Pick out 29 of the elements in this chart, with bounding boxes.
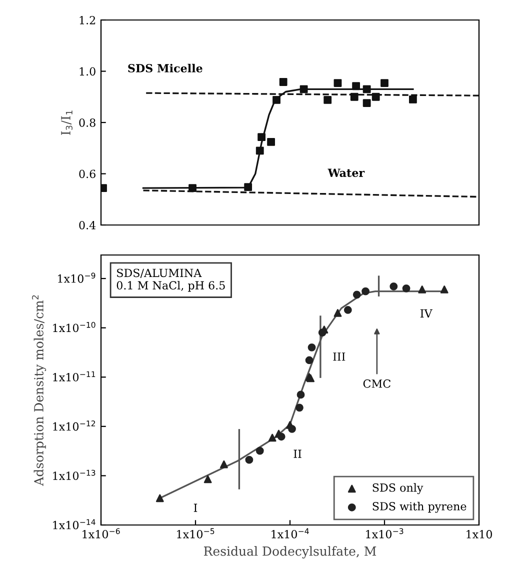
annotation: IV bbox=[420, 309, 432, 318]
y-tick-label: 0.4 bbox=[79, 220, 96, 230]
x-tick-label: 1x10$^{−3}$ bbox=[366, 528, 404, 538]
x-axis-title: Residual Dodecylsulfate, M bbox=[204, 546, 376, 558]
y-axis-title: Adsorption Density moles/cm$^{2}$ bbox=[32, 295, 46, 486]
y-tick-label: 0.6 bbox=[79, 170, 96, 178]
annotation: I bbox=[194, 504, 198, 512]
annotation: III bbox=[333, 352, 346, 361]
y-tick-label: 1x10$^{−11}$ bbox=[53, 371, 96, 382]
y-tick-label: 1.2 bbox=[80, 16, 96, 24]
x-tick-label: 1x10$^{−6}$ bbox=[82, 528, 120, 538]
y-tick-label: 0.8 bbox=[79, 118, 96, 127]
y-tick-label: 1x10$^{−10}$ bbox=[53, 322, 96, 332]
x-tick-label: 1x10 bbox=[466, 530, 492, 538]
annotation: CMC bbox=[363, 379, 390, 388]
x-tick-label: 1x10$^{−5}$ bbox=[177, 528, 214, 538]
y-tick-label: 1x10$^{−9}$ bbox=[58, 272, 96, 283]
annotation: II bbox=[294, 450, 302, 458]
annotation: Water bbox=[328, 168, 365, 177]
annotation: SDS/ALUMINA 0.1 M NaCl, pH 6.5 bbox=[116, 268, 225, 292]
y-tick-label: 1x10$^{−12}$ bbox=[53, 420, 96, 431]
legend-label: SDS only bbox=[372, 483, 424, 494]
x-tick-label: 1x10$^{−4}$ bbox=[272, 528, 309, 538]
y-axis-title: I$_{3}$/I$_{1}$ bbox=[61, 110, 72, 135]
y-tick-label: 1x10$^{−13}$ bbox=[53, 470, 96, 480]
annotation: SDS Micelle bbox=[128, 64, 202, 72]
y-tick-label: 1.0 bbox=[80, 67, 96, 76]
legend-label: SDS with pyrene bbox=[372, 502, 466, 513]
y-tick-label: 1x10$^{−14}$ bbox=[53, 519, 96, 530]
